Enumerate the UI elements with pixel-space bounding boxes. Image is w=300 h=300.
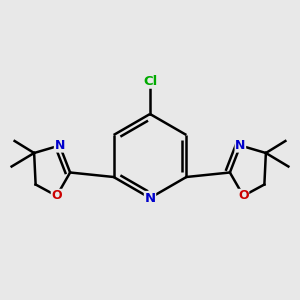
Text: N: N — [235, 139, 246, 152]
Text: O: O — [51, 189, 62, 203]
Text: O: O — [238, 189, 249, 203]
Text: Cl: Cl — [143, 75, 157, 88]
Text: N: N — [144, 191, 156, 205]
Text: N: N — [54, 139, 65, 152]
